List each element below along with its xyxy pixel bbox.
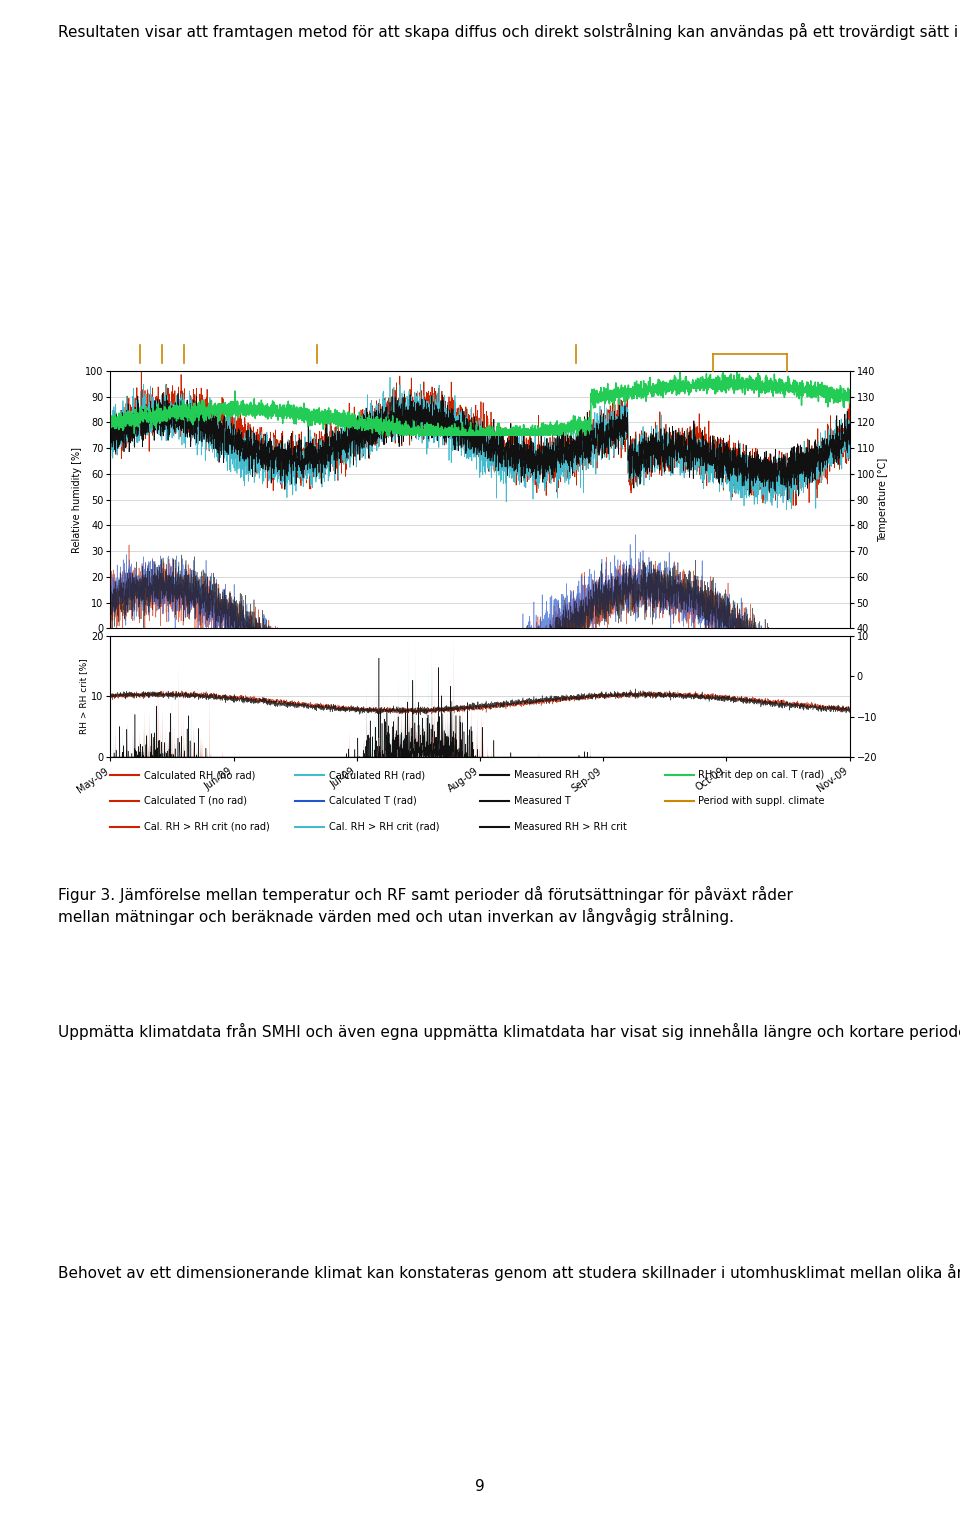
Y-axis label: RH > RH crit [%]: RH > RH crit [%] bbox=[80, 659, 88, 734]
Text: Measured RH > RH crit: Measured RH > RH crit bbox=[514, 822, 627, 831]
Text: 9: 9 bbox=[475, 1479, 485, 1494]
Text: Period with suppl. climate: Period with suppl. climate bbox=[698, 796, 825, 805]
Text: Calculated T (rad): Calculated T (rad) bbox=[328, 796, 417, 805]
Text: Behovet av ett dimensionerande klimat kan konstateras genom att studera skillnad: Behovet av ett dimensionerande klimat ka… bbox=[58, 1264, 960, 1281]
Text: Calculated T (no rad): Calculated T (no rad) bbox=[144, 796, 247, 805]
Text: Measured T: Measured T bbox=[514, 796, 570, 805]
Text: Calculated RH (no rad): Calculated RH (no rad) bbox=[144, 771, 255, 780]
Y-axis label: Temperature [°C]: Temperature [°C] bbox=[877, 457, 888, 542]
Text: Cal. RH > RH crit (rad): Cal. RH > RH crit (rad) bbox=[328, 822, 440, 831]
Text: Resultaten visar att framtagen metod för att skapa diffus och direkt solstrålnin: Resultaten visar att framtagen metod för… bbox=[58, 23, 960, 39]
Y-axis label: Relative humidity [%]: Relative humidity [%] bbox=[72, 447, 83, 553]
Text: Uppmätta klimatdata från SMHI och även egna uppmätta klimatdata har visat sig in: Uppmätta klimatdata från SMHI och även e… bbox=[58, 1022, 960, 1040]
Text: Cal. RH > RH crit (no rad): Cal. RH > RH crit (no rad) bbox=[144, 822, 270, 831]
Text: Figur 3. Jämförelse mellan temperatur och RF samt perioder då förutsättningar fö: Figur 3. Jämförelse mellan temperatur oc… bbox=[58, 886, 792, 925]
Text: Calculated RH (rad): Calculated RH (rad) bbox=[328, 771, 425, 780]
Text: Measured RH: Measured RH bbox=[514, 771, 579, 780]
Text: RH crit dep on cal. T (rad): RH crit dep on cal. T (rad) bbox=[698, 771, 825, 780]
